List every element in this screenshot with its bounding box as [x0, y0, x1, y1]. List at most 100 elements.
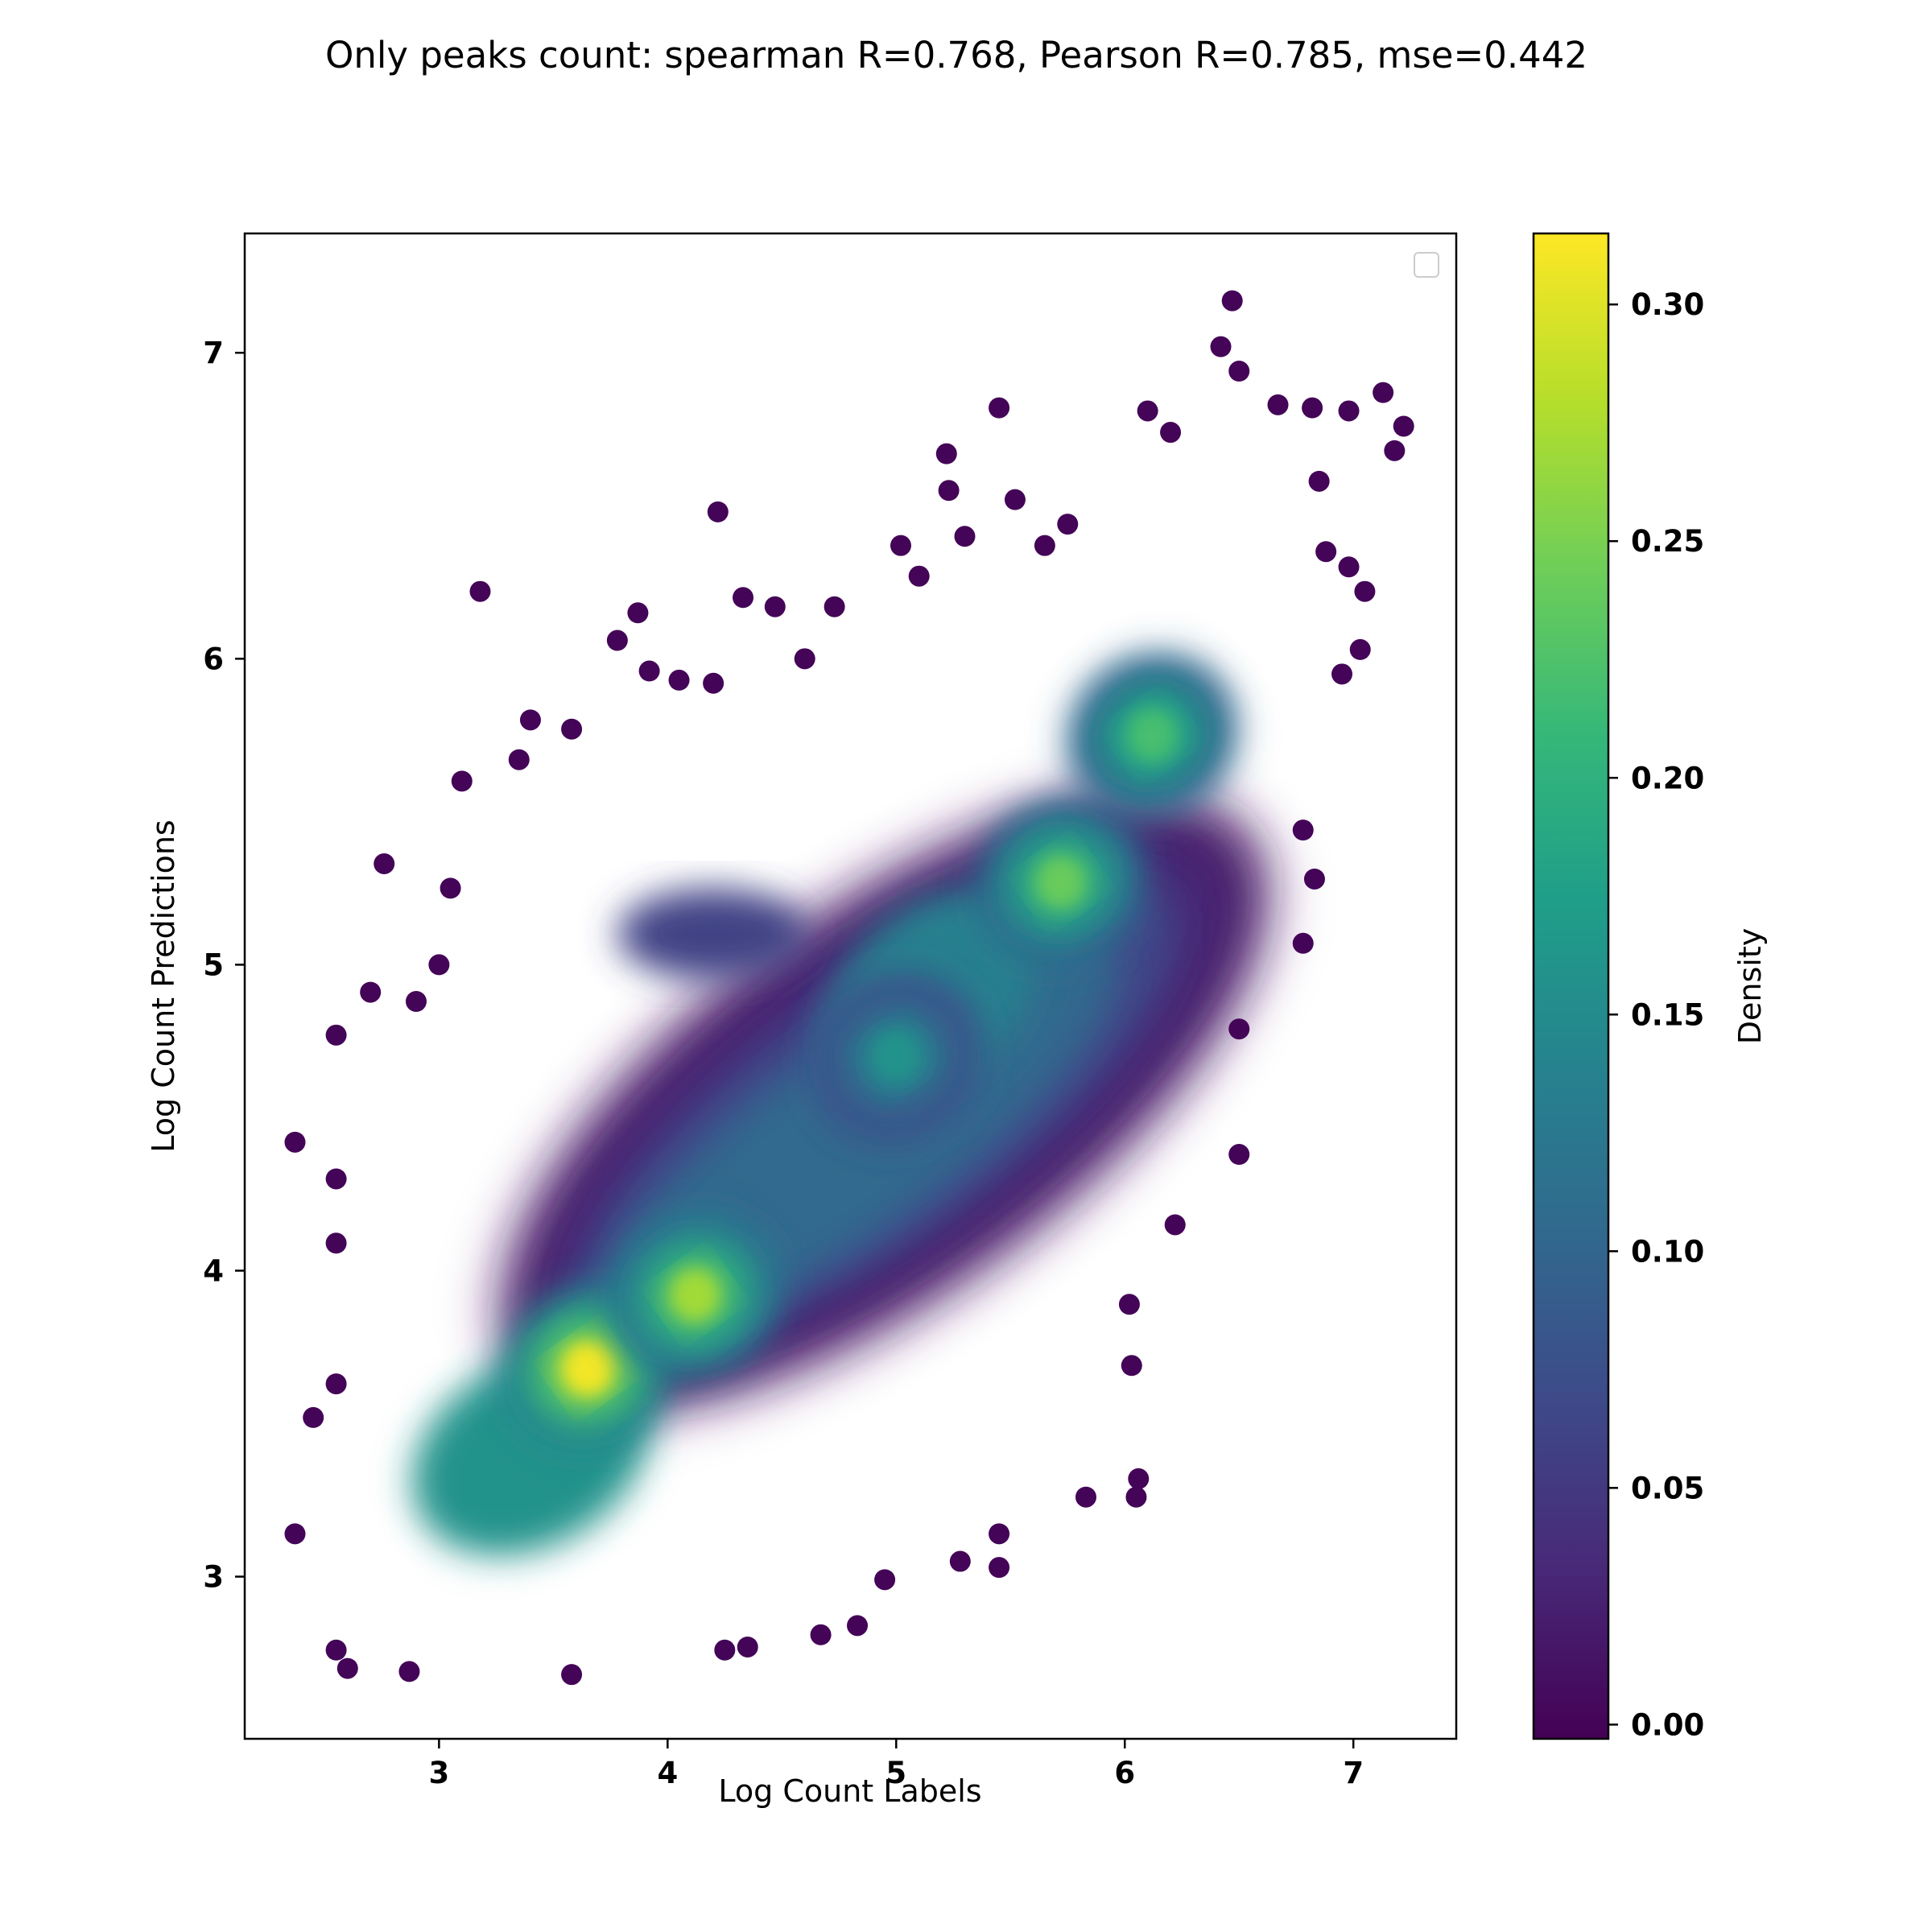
outlier-point — [440, 877, 461, 899]
outlier-point — [1338, 400, 1360, 422]
density-peak-core — [672, 1270, 718, 1320]
outlier-point — [1267, 394, 1289, 415]
outlier-point — [325, 1232, 347, 1254]
outlier-point — [1303, 868, 1325, 890]
outlier-point — [561, 718, 583, 740]
colorbar-tick-label: 0.25 — [1631, 524, 1704, 559]
x-tick-label: 3 — [428, 1756, 449, 1790]
outlier-point — [1004, 489, 1026, 510]
outlier-point — [405, 991, 427, 1013]
outlier-point — [1338, 556, 1360, 578]
outlier-point — [938, 480, 960, 502]
outlier-point — [284, 1523, 306, 1545]
density-peak-core — [873, 1032, 919, 1081]
outlier-point — [1034, 535, 1055, 556]
outlier-point — [325, 1168, 347, 1190]
colorbar-tick-label: 0.10 — [1631, 1234, 1704, 1269]
outlier-point — [1121, 1355, 1142, 1377]
outlier-point — [1331, 663, 1353, 685]
outlier-point — [1349, 638, 1371, 660]
outlier-point — [764, 596, 786, 617]
outlier-point — [847, 1615, 869, 1637]
outlier-point — [303, 1406, 324, 1428]
outlier-point — [1210, 336, 1232, 357]
x-tick-label: 4 — [657, 1756, 678, 1790]
outlier-point — [1137, 400, 1158, 422]
y-tick-label: 7 — [203, 336, 224, 370]
density-peak-core — [564, 1344, 611, 1393]
y-tick-label: 4 — [203, 1253, 224, 1288]
outlier-point — [954, 526, 976, 547]
outlier-point — [428, 954, 450, 976]
outlier-point — [1128, 1468, 1150, 1489]
outlier-point — [890, 535, 911, 556]
density-peak-core — [1038, 857, 1084, 907]
colorbar-tick-label: 0.15 — [1631, 997, 1704, 1032]
density-peak-core — [1129, 710, 1175, 760]
outlier-point — [1302, 397, 1323, 419]
outlier-point — [519, 709, 541, 731]
outlier-point — [1221, 290, 1243, 312]
outlier-point — [707, 501, 729, 522]
outlier-point — [325, 1639, 347, 1661]
outlier-point — [935, 443, 957, 464]
outlier-point — [1075, 1486, 1096, 1508]
outlier-point — [325, 1024, 347, 1046]
outlier-point — [989, 1557, 1010, 1579]
x-axis-ticks: 3 4 5 6 7 — [428, 1739, 1364, 1790]
outlier-point — [325, 1373, 347, 1395]
outlier-point — [733, 587, 754, 609]
outlier-point — [737, 1636, 758, 1657]
outlier-point — [374, 852, 395, 874]
outlier-point — [561, 1664, 583, 1686]
colorbar-tick-label: 0.30 — [1631, 287, 1704, 322]
empty-legend-box — [1414, 252, 1439, 278]
x-tick-label: 5 — [886, 1756, 906, 1790]
outlier-point — [360, 981, 382, 1003]
y-tick-label: 5 — [203, 947, 224, 982]
outlier-point — [1228, 1018, 1250, 1040]
outlier-point — [1228, 1144, 1250, 1166]
outlier-point — [1384, 440, 1406, 461]
outlier-point — [1164, 1214, 1186, 1236]
outlier-point — [1373, 382, 1394, 403]
y-axis-label: Log Count Predictions — [146, 819, 181, 1152]
outlier-point — [606, 630, 628, 651]
outlier-point — [451, 770, 473, 792]
outlier-point — [703, 672, 724, 694]
outlier-point — [1118, 1294, 1140, 1315]
y-tick-label: 3 — [203, 1560, 224, 1595]
outlier-point — [336, 1657, 358, 1679]
colorbar-tick-label: 0.20 — [1631, 761, 1704, 795]
outlier-point — [794, 648, 815, 670]
colorbar-tick-label: 0.05 — [1631, 1471, 1704, 1505]
outlier-point — [1292, 932, 1314, 954]
x-tick-label: 6 — [1114, 1756, 1135, 1790]
outlier-point — [284, 1131, 306, 1153]
outlier-point — [1308, 470, 1330, 492]
colorbar-label: Density — [1732, 928, 1768, 1044]
outlier-point — [824, 596, 845, 617]
outlier-point — [398, 1661, 420, 1682]
outlier-point — [989, 397, 1010, 419]
x-tick-label: 7 — [1343, 1756, 1364, 1790]
outlier-point — [508, 749, 530, 770]
density-cloud — [412, 653, 1268, 1556]
outlier-point — [1315, 541, 1337, 563]
outlier-point — [908, 565, 930, 587]
outlier-point — [1228, 361, 1250, 382]
outlier-point — [949, 1550, 971, 1572]
outlier-point — [1160, 422, 1182, 444]
colorbar — [1532, 232, 1610, 1740]
outlier-point — [668, 669, 690, 691]
outlier-point — [1393, 415, 1414, 437]
outlier-point — [1354, 580, 1376, 602]
x-axis-label: Log Count Labels — [718, 1773, 981, 1809]
outlier-point — [1125, 1486, 1147, 1508]
outlier-point — [989, 1523, 1010, 1545]
outlier-point — [638, 660, 660, 682]
colorbar-ticks: 0.00 0.05 0.10 0.15 0.20 0.25 0.30 — [1608, 287, 1704, 1742]
outlier-point — [469, 580, 491, 602]
plot-frame — [243, 232, 1458, 1740]
